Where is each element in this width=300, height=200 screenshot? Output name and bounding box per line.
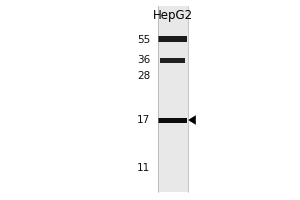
Text: 11: 11 [137,163,150,173]
Bar [158,36,187,42]
Text: HepG2: HepG2 [152,9,193,22]
Bar [160,58,185,63]
Text: 17: 17 [137,115,150,125]
Text: 36: 36 [137,55,150,65]
Polygon shape [188,116,196,124]
Bar [158,6,188,192]
Text: 55: 55 [137,35,150,45]
Bar [158,117,187,122]
Text: 28: 28 [137,71,150,81]
